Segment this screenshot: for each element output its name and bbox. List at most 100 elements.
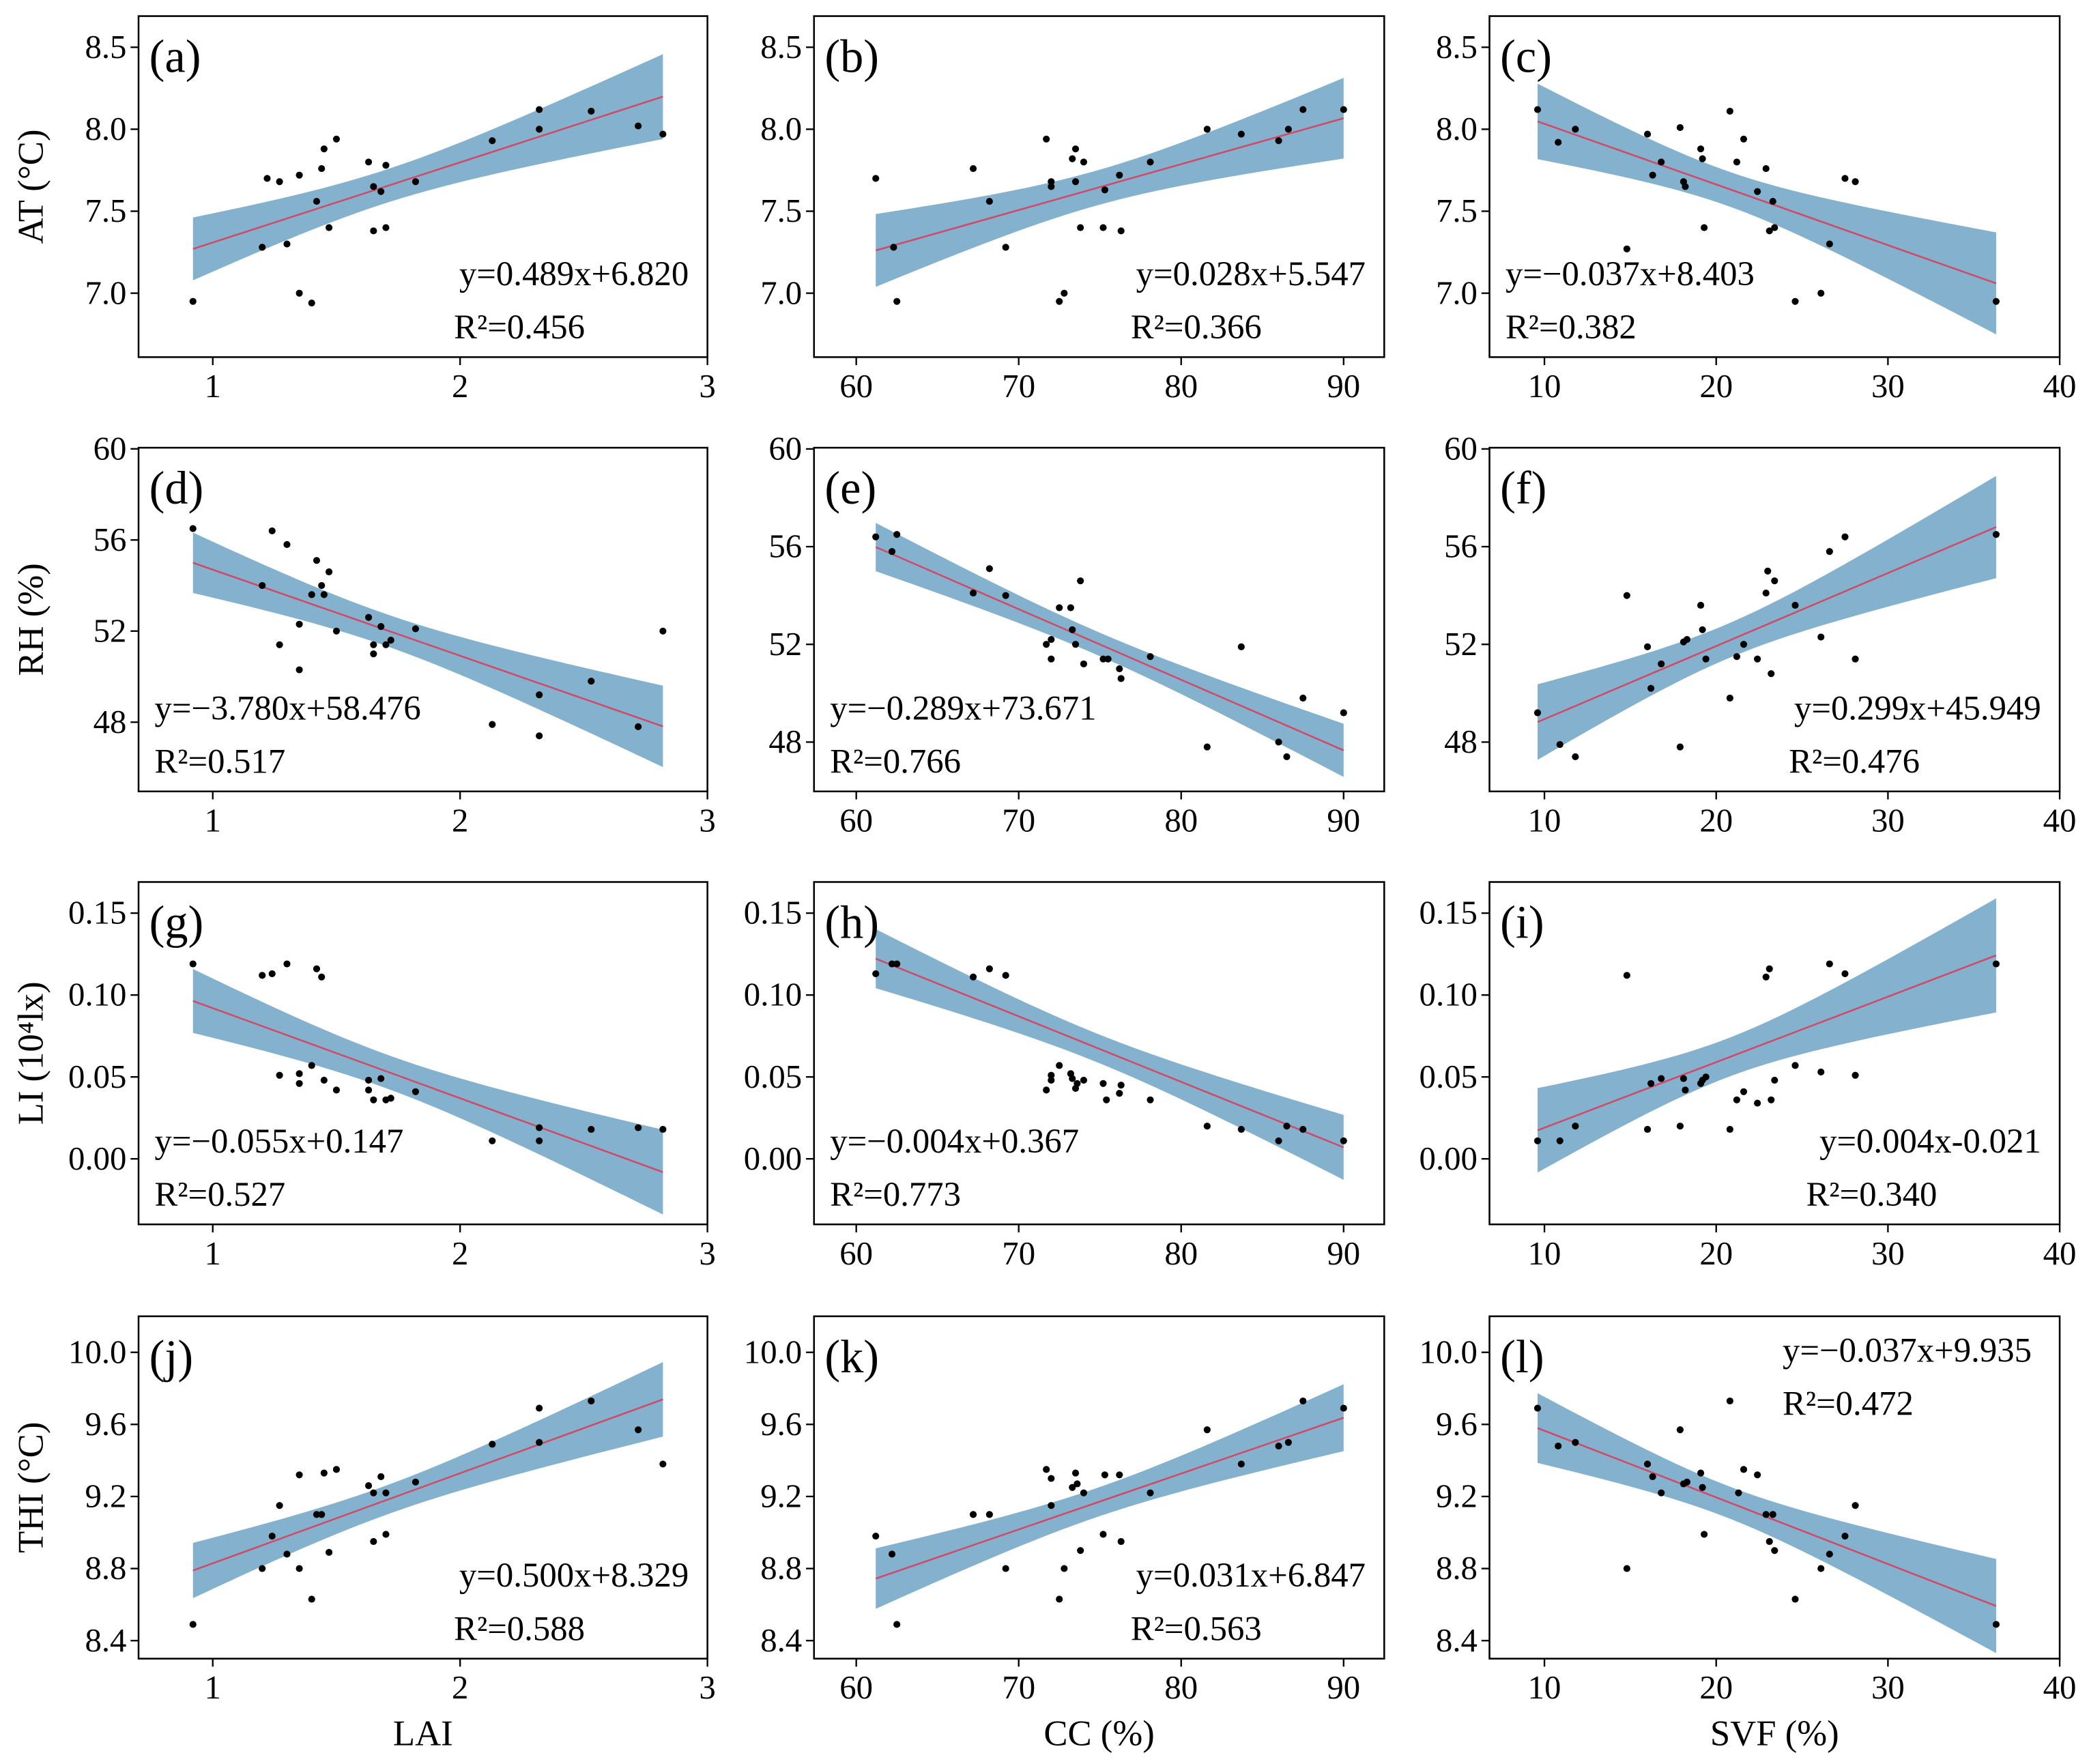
x-tick-label: 1	[205, 802, 221, 839]
y-tick-label: 60	[1444, 431, 1478, 467]
data-point	[382, 162, 390, 169]
data-point	[1769, 198, 1776, 205]
data-point	[1048, 1475, 1055, 1482]
data-point	[1726, 107, 1733, 115]
data-point	[1284, 126, 1292, 133]
data-point	[332, 627, 341, 635]
data-point	[489, 1137, 496, 1144]
data-point	[1237, 1125, 1245, 1133]
data-point	[412, 1088, 420, 1095]
data-point	[189, 525, 197, 532]
y-tick-label: 8.4	[85, 1622, 126, 1659]
y-tick-label: 8.5	[760, 29, 802, 66]
regression-line	[1537, 120, 1997, 285]
data-point	[659, 130, 667, 138]
data-point	[635, 122, 642, 130]
y-tick-label: 48	[1444, 723, 1478, 760]
regression-line	[192, 562, 663, 727]
data-point	[1852, 1071, 1859, 1079]
data-point	[1841, 1532, 1849, 1540]
x-tick-label: 30	[1871, 368, 1905, 405]
regression-equation: y=0.004x-0.021	[1819, 1122, 2041, 1160]
panel-label: (g)	[149, 896, 204, 948]
regression-equation: y=−0.037x+8.403	[1505, 255, 1755, 293]
r-squared: R²=0.766	[830, 742, 961, 780]
x-tick-label: 30	[1871, 1235, 1905, 1272]
y-tick-label: 7.5	[760, 192, 802, 229]
data-point	[268, 527, 276, 534]
y-tick-label: 7.0	[760, 274, 802, 311]
data-point	[1658, 158, 1665, 166]
data-point	[1658, 660, 1665, 667]
data-point	[1791, 298, 1799, 305]
data-point	[1101, 1471, 1108, 1479]
data-point	[1768, 1096, 1775, 1103]
data-point	[1116, 665, 1123, 673]
confidence-band	[1537, 83, 1996, 334]
regression-equation: y=−0.289x+73.671	[830, 689, 1096, 727]
data-point	[268, 970, 276, 978]
data-point	[1237, 643, 1245, 650]
y-axis-label: THI (°C)	[11, 1422, 51, 1553]
x-tick-label: 10	[1528, 368, 1561, 405]
data-point	[872, 175, 880, 182]
y-axis-label: LI (10⁴lx)	[11, 981, 51, 1125]
data-point	[1992, 960, 2000, 968]
data-point	[1080, 1076, 1088, 1084]
data-point	[1533, 106, 1542, 113]
data-point	[276, 641, 283, 648]
regression-line	[875, 117, 1344, 252]
data-point	[377, 188, 385, 195]
y-tick-label: 10.0	[68, 1333, 126, 1370]
x-tick-label: 70	[1002, 1235, 1035, 1272]
data-point	[536, 1124, 543, 1131]
data-point	[1762, 164, 1770, 173]
data-point	[1852, 178, 1859, 186]
regression-line	[192, 1000, 663, 1173]
data-point	[1647, 1080, 1655, 1087]
data-point	[893, 960, 901, 968]
data-point	[1071, 641, 1080, 648]
x-tick-label: 80	[1164, 1235, 1198, 1272]
regression-equation: y=−0.037x+9.935	[1783, 1331, 2032, 1369]
data-point	[536, 106, 543, 113]
data-point	[893, 531, 901, 538]
data-point	[1002, 1565, 1009, 1572]
data-point	[1726, 1125, 1733, 1133]
data-point	[1826, 240, 1833, 248]
panel-j: 1 2 3 8.4 8.8 9.2 9.6 10.0 (j) y=0.500x+8.329 R²=0…	[11, 1315, 716, 1754]
panel-c: 10 20 30 40 7.0 7.5 8.0 8.5 (c) y=−0.037x+8.403 R²…	[1436, 15, 2076, 405]
axes-frame	[1488, 1315, 2061, 1660]
axes-frame	[137, 446, 708, 793]
data-point	[969, 590, 977, 597]
y-tick-label: 10.0	[1420, 1333, 1478, 1370]
data-point	[259, 972, 266, 979]
data-point	[1299, 694, 1307, 702]
panel-label: (a)	[149, 31, 201, 83]
y-tick-label: 52	[93, 612, 127, 649]
data-point	[382, 641, 390, 648]
r-squared: R²=0.773	[830, 1175, 961, 1213]
data-point	[365, 158, 373, 166]
data-point	[1147, 1096, 1154, 1103]
data-point	[1074, 1080, 1081, 1087]
data-point	[893, 298, 901, 305]
data-point	[308, 1595, 315, 1603]
data-point	[1002, 592, 1009, 599]
data-point	[382, 224, 390, 231]
y-tick-label: 0.15	[744, 895, 802, 931]
data-point	[1080, 158, 1088, 166]
x-tick-label: 70	[1002, 802, 1035, 839]
y-tick-label: 8.4	[760, 1622, 802, 1659]
data-point	[1116, 171, 1123, 179]
data-point	[1299, 1125, 1307, 1133]
data-point	[1104, 655, 1112, 663]
data-point	[1203, 743, 1211, 751]
r-squared: R²=0.382	[1505, 308, 1637, 346]
data-point	[370, 641, 377, 648]
data-point	[326, 1548, 333, 1556]
data-point	[1826, 960, 1833, 968]
confidence-band	[192, 532, 663, 768]
data-point	[536, 1438, 543, 1446]
data-point	[1992, 531, 2000, 538]
